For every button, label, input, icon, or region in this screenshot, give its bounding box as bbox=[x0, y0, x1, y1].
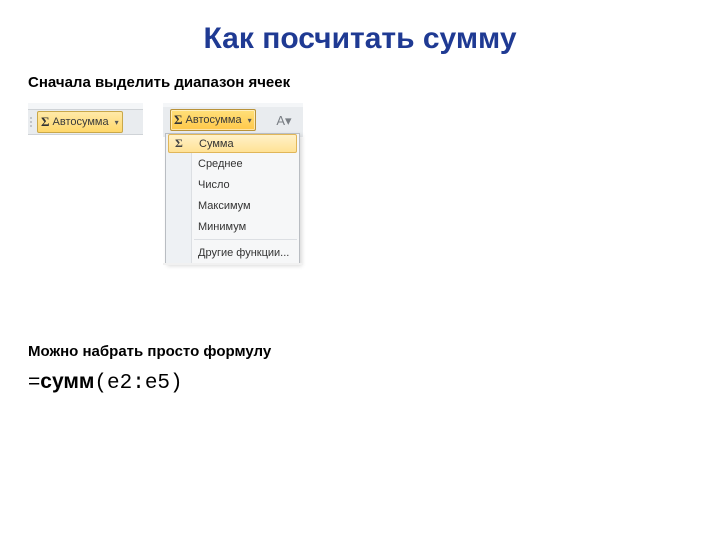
menu-item-label: Число bbox=[198, 179, 230, 191]
menu-item-label: Минимум bbox=[198, 221, 246, 233]
sort-filter-icon[interactable]: A▾ bbox=[272, 109, 296, 133]
menu-item-average[interactable]: Среднее bbox=[166, 153, 299, 174]
menu-separator bbox=[194, 239, 297, 240]
menu-item-count[interactable]: Число bbox=[166, 174, 299, 195]
sigma-icon: Σ bbox=[175, 136, 183, 151]
autosum-label: Автосумма bbox=[186, 114, 242, 126]
menu-item-label: Сумма bbox=[199, 138, 234, 150]
autosum-dropdown-menu: Σ Сумма Среднее Число Максимум Минимум Д… bbox=[165, 133, 300, 264]
excel-ribbon-mock: Σ Автосумма ▾ Σ Автосумма ▾ A▾ Σ Сумма С… bbox=[28, 103, 720, 273]
alt-method-text: Можно набрать просто формулу bbox=[0, 343, 720, 360]
menu-item-sum[interactable]: Σ Сумма bbox=[168, 134, 297, 153]
autosum-button-open[interactable]: Σ Автосумма ▾ bbox=[170, 109, 256, 131]
formula-example: =сумм(е2:е5) bbox=[0, 370, 720, 395]
formula-equals: = bbox=[28, 370, 40, 393]
ribbon-grip-icon bbox=[28, 111, 34, 133]
step-text: Сначала выделить диапазон ячеек bbox=[0, 74, 720, 103]
menu-items: Σ Сумма Среднее Число Максимум Минимум Д… bbox=[166, 134, 299, 263]
sigma-icon: Σ bbox=[174, 112, 183, 128]
chevron-down-icon: ▾ bbox=[245, 116, 252, 125]
menu-item-label: Другие функции... bbox=[198, 247, 289, 259]
menu-item-label: Максимум bbox=[198, 200, 251, 212]
menu-item-label: Среднее bbox=[198, 158, 243, 170]
chevron-down-icon: ▾ bbox=[112, 118, 119, 127]
shadow bbox=[163, 263, 303, 265]
sigma-icon: Σ bbox=[41, 114, 50, 130]
menu-item-more[interactable]: Другие функции... bbox=[166, 242, 299, 263]
menu-item-max[interactable]: Максимум bbox=[166, 195, 299, 216]
menu-item-min[interactable]: Минимум bbox=[166, 216, 299, 237]
formula-args: (е2:е5) bbox=[94, 372, 182, 395]
ribbon-strip-2 bbox=[163, 103, 303, 107]
autosum-label: Автосумма bbox=[53, 116, 109, 128]
slide-title: Как посчитать сумму bbox=[0, 0, 720, 74]
autosum-button[interactable]: Σ Автосумма ▾ bbox=[37, 111, 123, 133]
formula-function: сумм bbox=[40, 370, 94, 393]
